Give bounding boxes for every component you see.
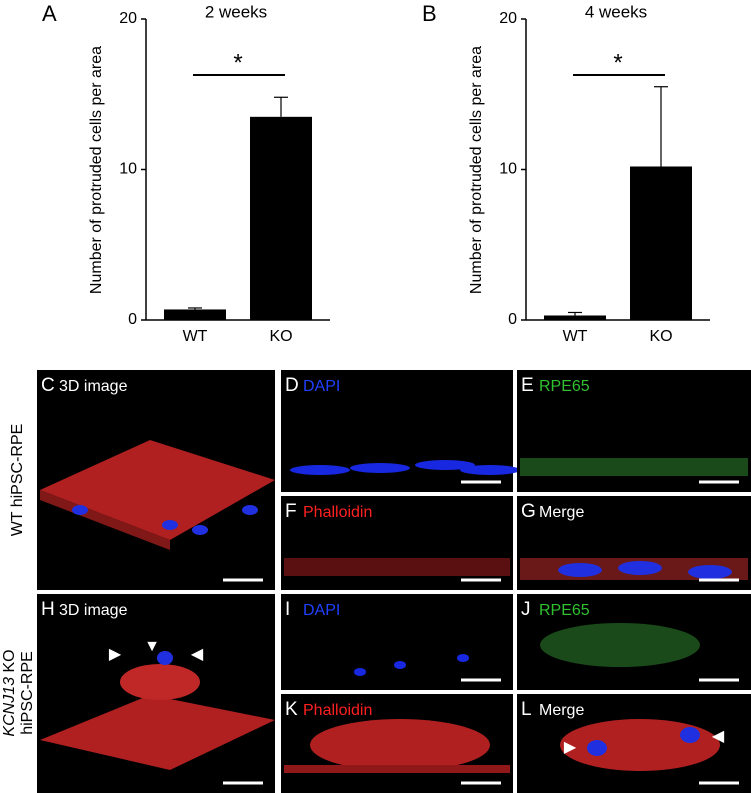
arrowhead: ▶ xyxy=(564,739,577,756)
nucleus xyxy=(242,505,258,515)
panel-letter: J xyxy=(521,599,531,620)
panel-letter: C xyxy=(41,375,55,396)
nucleus xyxy=(394,661,406,669)
gene-name: KCNJ13 xyxy=(1,677,18,737)
nucleus xyxy=(457,654,469,662)
channel-label: RPE65 xyxy=(539,602,590,619)
channel-label: Phalloidin xyxy=(303,702,372,719)
bar xyxy=(164,309,226,320)
cell-layer xyxy=(40,440,275,540)
panel-letter: D xyxy=(285,375,299,396)
chart-title: 2 weeks xyxy=(205,2,267,21)
y-tick-label: 20 xyxy=(499,10,517,27)
row-label: WT hiPSC-RPE xyxy=(9,424,26,537)
nucleus xyxy=(290,465,350,475)
chart-title: 4 weeks xyxy=(585,2,647,21)
x-tick-label: KO xyxy=(269,328,292,345)
panel-letter: L xyxy=(521,699,532,720)
stain-blob xyxy=(310,719,490,771)
nucleus xyxy=(192,525,208,535)
nucleus xyxy=(558,563,602,577)
nucleus xyxy=(618,561,662,575)
nucleus xyxy=(587,740,607,756)
panel-letter: I xyxy=(285,599,290,620)
nucleus xyxy=(460,465,520,475)
significance-mark: * xyxy=(613,49,622,76)
nucleus xyxy=(72,505,88,515)
y-axis-label: Number of protruded cells per area xyxy=(468,46,485,294)
row-label: hiPSC-RPE xyxy=(19,651,36,735)
cell-edge xyxy=(40,490,170,550)
channel-label: 3D image xyxy=(59,378,128,395)
nucleus xyxy=(162,520,178,530)
stain-band xyxy=(520,458,748,476)
x-tick-label: WT xyxy=(183,328,208,345)
arrowhead: ◀ xyxy=(712,728,725,745)
bar xyxy=(630,166,692,320)
cell-layer xyxy=(40,695,275,770)
channel-label: Merge xyxy=(539,702,584,719)
nucleus xyxy=(350,463,410,473)
row-label: KCNJ13 KO xyxy=(1,649,18,736)
y-tick-label: 0 xyxy=(508,311,517,328)
stain-blob xyxy=(540,623,700,667)
panel-letter: F xyxy=(285,501,297,522)
panel-letter: H xyxy=(41,599,55,620)
row-label-part: KO xyxy=(1,649,18,677)
channel-label: RPE65 xyxy=(539,378,590,395)
y-tick-label: 0 xyxy=(128,311,137,328)
panel-letter: E xyxy=(521,375,534,396)
cell-mound xyxy=(120,664,200,700)
arrowhead: ▼ xyxy=(144,638,160,655)
nucleus xyxy=(415,460,475,470)
significance-mark: * xyxy=(233,49,242,76)
arrowhead: ▶ xyxy=(109,646,122,663)
channel-label: Merge xyxy=(539,504,584,521)
y-axis-label: Number of protruded cells per area xyxy=(88,46,105,294)
channel-label: DAPI xyxy=(303,378,340,395)
x-tick-label: WT xyxy=(563,328,588,345)
nucleus xyxy=(157,651,173,665)
panel-letter: K xyxy=(285,699,298,720)
channel-label: Phalloidin xyxy=(303,504,372,521)
panel-letter: B xyxy=(422,1,437,26)
arrowhead: ◀ xyxy=(191,646,204,663)
panel-letter: A xyxy=(42,1,57,26)
x-tick-label: KO xyxy=(649,328,672,345)
stain-band xyxy=(284,558,510,576)
y-tick-label: 10 xyxy=(499,161,517,178)
y-tick-label: 20 xyxy=(119,10,137,27)
stain-blob xyxy=(560,719,720,771)
nucleus xyxy=(680,727,700,743)
channel-label: DAPI xyxy=(303,602,340,619)
nucleus xyxy=(354,668,366,676)
panel-letter: G xyxy=(521,501,536,522)
nucleus xyxy=(688,565,732,579)
y-tick-label: 10 xyxy=(119,161,137,178)
bar xyxy=(250,116,312,320)
micrograph xyxy=(281,594,513,690)
channel-label: 3D image xyxy=(59,602,128,619)
bar xyxy=(544,315,606,320)
stain-band xyxy=(284,765,510,773)
